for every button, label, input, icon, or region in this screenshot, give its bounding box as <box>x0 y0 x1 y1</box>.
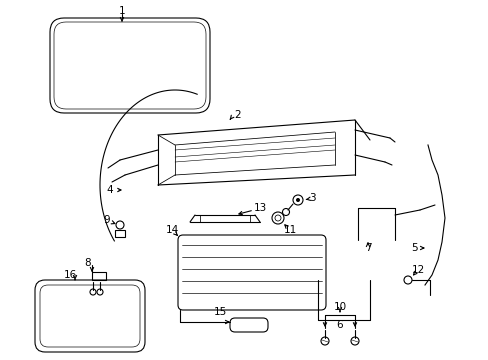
Text: 2: 2 <box>234 110 241 120</box>
Text: 7: 7 <box>364 243 370 253</box>
Text: 8: 8 <box>84 258 91 268</box>
Bar <box>115 230 125 237</box>
Text: 13: 13 <box>253 203 266 213</box>
Text: 4: 4 <box>106 185 113 195</box>
Text: 12: 12 <box>410 265 424 275</box>
Text: 1: 1 <box>119 6 125 16</box>
Text: 6: 6 <box>336 320 343 330</box>
Text: 10: 10 <box>333 302 346 312</box>
Text: 11: 11 <box>283 225 296 235</box>
Text: 9: 9 <box>103 215 110 225</box>
Text: 16: 16 <box>63 270 77 280</box>
Text: 3: 3 <box>308 193 315 203</box>
Text: 14: 14 <box>165 225 178 235</box>
Circle shape <box>295 198 299 202</box>
Text: 15: 15 <box>213 307 226 317</box>
Bar <box>92 272 106 280</box>
Text: 5: 5 <box>411 243 417 253</box>
